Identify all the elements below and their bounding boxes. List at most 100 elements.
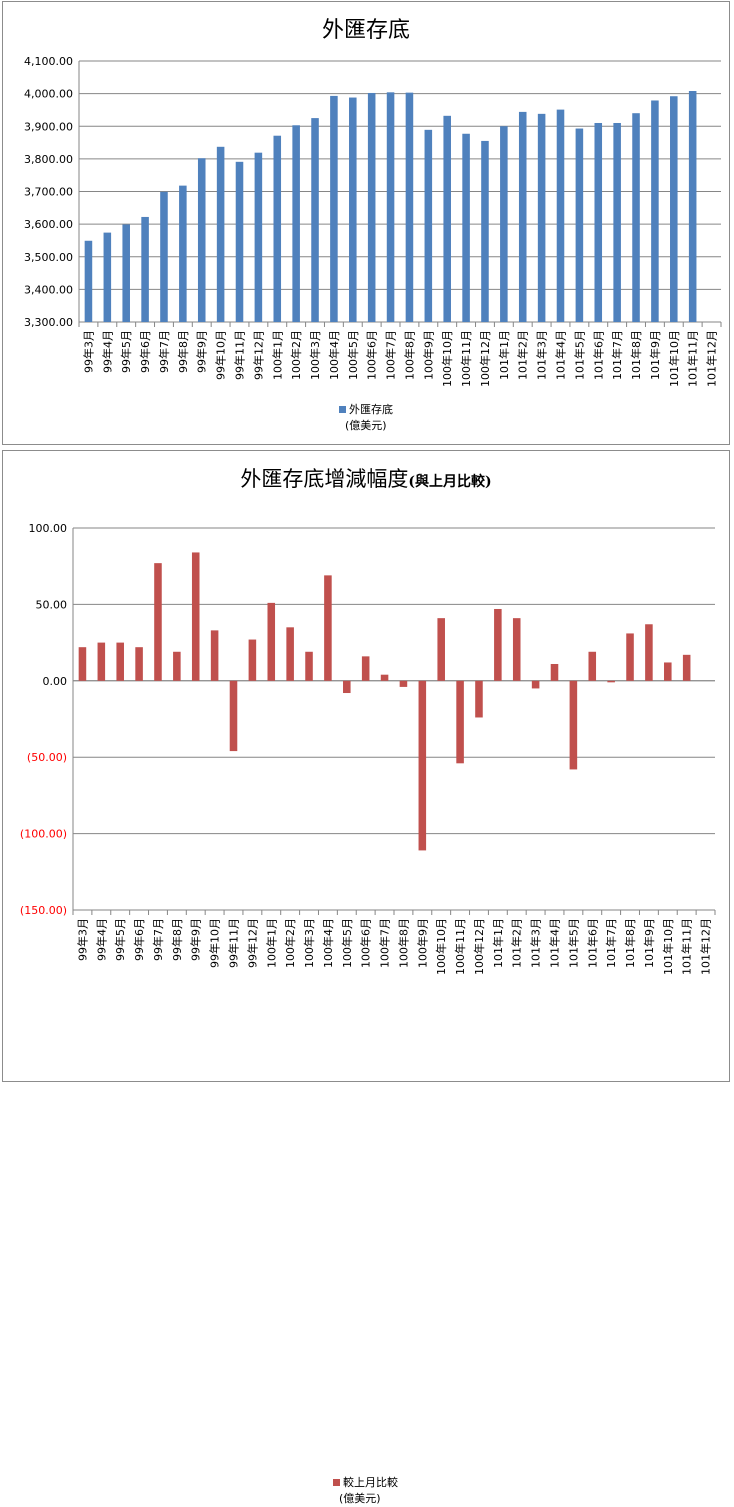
x-tick-label: 100年1月 — [264, 918, 278, 968]
legend-label: 外匯存底 — [349, 403, 393, 416]
x-tick-label: 101年9月 — [648, 330, 662, 380]
bar — [229, 680, 238, 752]
x-tick-label: 100年5月 — [340, 918, 354, 968]
y-tick-label: 3,800.00 — [24, 153, 73, 166]
y-tick-label: 3,400.00 — [24, 283, 73, 296]
x-tick-label: 99年12月 — [251, 330, 265, 380]
x-tick-label: 99年5月 — [113, 918, 127, 961]
bar — [330, 95, 338, 322]
x-tick-label: 99年3月 — [81, 330, 95, 373]
bar — [361, 656, 370, 681]
x-tick-label: 100年8月 — [402, 330, 416, 380]
bar — [173, 651, 181, 681]
x-tick-label: 101年7月 — [604, 918, 618, 968]
bar — [418, 680, 427, 851]
x-tick-label: 101年6月 — [585, 918, 599, 968]
x-tick-label: 101年10月 — [661, 918, 675, 975]
x-tick-label: 100年4月 — [327, 330, 341, 380]
bar — [494, 608, 502, 681]
bar — [512, 618, 521, 681]
bar — [305, 651, 313, 681]
x-tick-label: 100年3月 — [308, 330, 322, 380]
x-tick-label: 101年1月 — [497, 330, 511, 380]
legend-unit: (億美元) — [339, 1492, 381, 1505]
x-tick-label: 101年5月 — [572, 330, 586, 380]
x-tick-label: 100年6月 — [365, 330, 379, 380]
x-tick-label: 101年10月 — [667, 330, 681, 387]
x-tick-label: 99年6月 — [132, 918, 146, 961]
bar — [380, 674, 389, 681]
x-tick-label: 100年7月 — [378, 918, 392, 968]
bar — [443, 115, 451, 322]
x-tick-label: 100年10月 — [434, 918, 448, 975]
x-tick-label: 99年8月 — [176, 330, 190, 373]
legend-swatch — [339, 406, 346, 413]
bar — [97, 642, 106, 681]
x-tick-label: 100年1月 — [270, 330, 284, 380]
x-tick-label: 101年11月 — [680, 918, 694, 975]
bar — [84, 240, 93, 322]
bar — [500, 126, 508, 322]
y-tick-label: 3,500.00 — [24, 251, 73, 264]
bar — [626, 633, 634, 681]
legend-swatch — [333, 1479, 340, 1486]
chart-title: 外匯存底 — [321, 18, 410, 43]
x-tick-label: 100年5月 — [346, 330, 360, 380]
x-tick-label: 101年11月 — [686, 330, 700, 387]
x-tick-label: 99年8月 — [170, 918, 184, 961]
chart-title-suffix: (與上月比較) — [408, 474, 492, 490]
x-tick-label: 100年12月 — [478, 330, 492, 387]
bar — [664, 662, 672, 681]
x-tick-label: 100年3月 — [302, 918, 316, 968]
y-tick-label: 3,700.00 — [24, 186, 73, 199]
bar — [141, 216, 149, 322]
y-tick-label: 100.00 — [29, 522, 68, 535]
bar — [424, 129, 433, 322]
x-tick-label: 99年4月 — [94, 918, 108, 961]
bar — [197, 158, 206, 322]
chart-title-main: 外匯存底增減幅度 — [240, 467, 409, 491]
bar — [569, 680, 578, 770]
x-tick-label: 100年9月 — [415, 918, 429, 968]
x-tick-label: 99年10月 — [208, 918, 222, 968]
bar — [518, 111, 527, 323]
bar — [481, 140, 489, 322]
x-tick-label: 100年4月 — [321, 918, 335, 968]
x-tick-label: 100年7月 — [384, 330, 398, 380]
bar — [116, 642, 124, 681]
bar — [273, 135, 282, 322]
x-tick-label: 99年3月 — [75, 918, 89, 961]
bar — [343, 680, 351, 694]
x-tick-label: 99年6月 — [138, 330, 152, 373]
x-tick-label: 100年2月 — [289, 330, 303, 380]
bar — [179, 185, 187, 322]
bar — [645, 624, 653, 681]
x-tick-label: 99年12月 — [245, 918, 259, 968]
bar — [386, 92, 395, 322]
bar — [311, 118, 319, 322]
x-tick-label: 100年10月 — [440, 330, 454, 387]
x-tick-label: 100年12月 — [472, 918, 486, 975]
x-tick-label: 99年11月 — [233, 330, 247, 380]
bar — [122, 224, 130, 322]
bar — [688, 91, 697, 322]
y-tick-label: (150.00) — [20, 904, 67, 917]
x-tick-label: 101年2月 — [510, 918, 524, 968]
y-tick-label: 4,000.00 — [24, 88, 73, 101]
x-tick-label: 101年6月 — [591, 330, 605, 380]
x-tick-label: 100年8月 — [396, 918, 410, 968]
bar — [154, 563, 162, 681]
x-tick-label: 101年1月 — [491, 918, 505, 968]
x-tick-label: 99年7月 — [151, 918, 165, 961]
y-tick-label: 3,600.00 — [24, 218, 73, 231]
bar — [210, 630, 219, 681]
bar — [216, 146, 225, 322]
x-tick-label: 100年9月 — [421, 330, 435, 380]
bar — [537, 113, 546, 322]
bar — [248, 639, 257, 681]
bar — [349, 97, 357, 322]
bar — [594, 122, 603, 322]
bar — [399, 680, 408, 687]
bar — [556, 109, 565, 322]
bar — [437, 618, 445, 681]
